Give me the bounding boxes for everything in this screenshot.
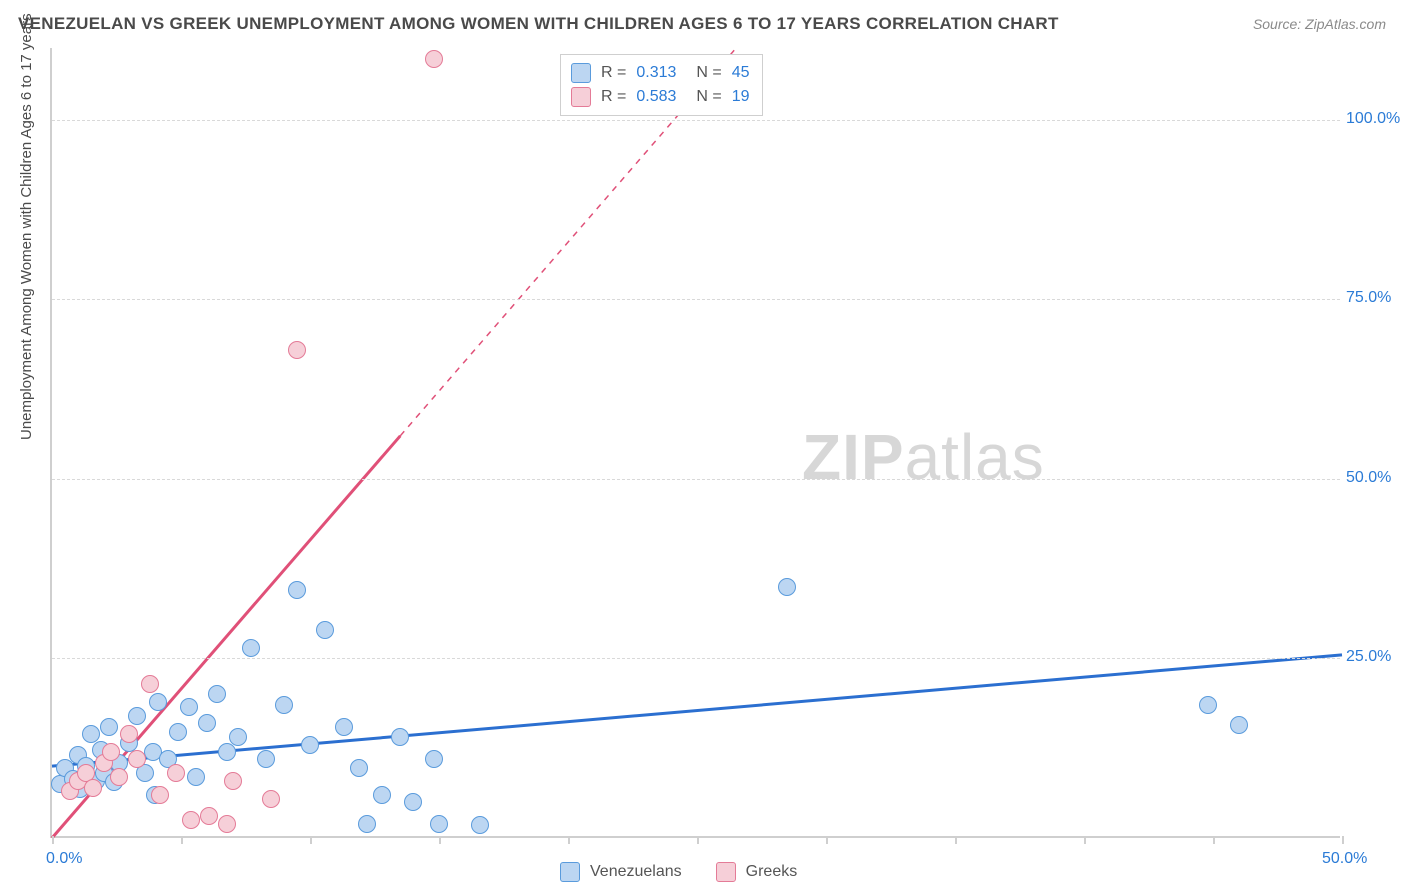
data-point [110, 768, 128, 786]
data-point [262, 790, 280, 808]
source-attribution: Source: ZipAtlas.com [1253, 16, 1386, 32]
data-point [200, 807, 218, 825]
data-point [128, 750, 146, 768]
x-tick [697, 836, 699, 844]
stats-row: R = 0.583 N = 19 [571, 85, 750, 109]
chart-root: VENEZUELAN VS GREEK UNEMPLOYMENT AMONG W… [0, 0, 1406, 892]
data-point [149, 693, 167, 711]
watermark: ZIPatlas [802, 420, 1045, 494]
series-swatch [560, 862, 580, 882]
watermark-rest: atlas [905, 421, 1045, 493]
legend-item: Venezuelans [560, 862, 682, 882]
legend-label: Venezuelans [590, 863, 682, 881]
x-tick [568, 836, 570, 844]
legend-item: Greeks [716, 862, 798, 882]
data-point [229, 728, 247, 746]
data-point [198, 714, 216, 732]
data-point [82, 725, 100, 743]
stats-row: R = 0.313 N = 45 [571, 61, 750, 85]
x-tick [310, 836, 312, 844]
data-point [778, 578, 796, 596]
stat-r-label: R = [601, 61, 626, 85]
x-tick [1213, 836, 1215, 844]
data-point [471, 816, 489, 834]
stat-n-label: N = [696, 85, 721, 109]
data-point [167, 764, 185, 782]
x-max-label: 50.0% [1322, 850, 1367, 868]
x-min-label: 0.0% [46, 850, 82, 868]
data-point [1199, 696, 1217, 714]
x-tick [955, 836, 957, 844]
y-tick-label: 25.0% [1346, 648, 1391, 666]
series-swatch [571, 87, 591, 107]
y-tick-label: 50.0% [1346, 469, 1391, 487]
data-point [425, 50, 443, 68]
data-point [335, 718, 353, 736]
data-point [301, 736, 319, 754]
data-point [84, 779, 102, 797]
grid-line [52, 120, 1340, 121]
data-point [120, 725, 138, 743]
data-point [100, 718, 118, 736]
watermark-bold: ZIP [802, 421, 905, 493]
data-point [257, 750, 275, 768]
grid-line [52, 479, 1340, 480]
stat-n-value: 45 [732, 61, 750, 85]
data-point [391, 728, 409, 746]
data-point [1230, 716, 1248, 734]
bottom-legend: Venezuelans Greeks [560, 862, 797, 882]
data-point [275, 696, 293, 714]
stat-n-value: 19 [732, 85, 750, 109]
trend-lines-layer [52, 48, 1342, 838]
data-point [358, 815, 376, 833]
x-tick [1084, 836, 1086, 844]
x-tick [439, 836, 441, 844]
y-tick-label: 100.0% [1346, 110, 1400, 128]
trend-line [52, 655, 1342, 766]
data-point [218, 815, 236, 833]
stat-n-label: N = [696, 61, 721, 85]
data-point [141, 675, 159, 693]
x-tick [52, 836, 54, 844]
stats-legend-box: R = 0.313 N = 45 R = 0.583 N = 19 [560, 54, 763, 116]
y-tick-label: 75.0% [1346, 289, 1391, 307]
data-point [128, 707, 146, 725]
x-tick [1342, 836, 1344, 844]
data-point [151, 786, 169, 804]
stat-r-value: 0.313 [636, 61, 676, 85]
x-tick [181, 836, 183, 844]
data-point [182, 811, 200, 829]
data-point [316, 621, 334, 639]
stat-r-label: R = [601, 85, 626, 109]
data-point [187, 768, 205, 786]
series-swatch [716, 862, 736, 882]
data-point [425, 750, 443, 768]
data-point [404, 793, 422, 811]
x-tick [826, 836, 828, 844]
data-point [242, 639, 260, 657]
data-point [288, 341, 306, 359]
data-point [208, 685, 226, 703]
data-point [288, 581, 306, 599]
data-point [350, 759, 368, 777]
data-point [102, 743, 120, 761]
stat-r-value: 0.583 [636, 85, 676, 109]
series-swatch [571, 63, 591, 83]
grid-line [52, 299, 1340, 300]
plot-area: ZIPatlas [50, 48, 1340, 838]
data-point [169, 723, 187, 741]
data-point [373, 786, 391, 804]
grid-line [52, 658, 1340, 659]
data-point [180, 698, 198, 716]
data-point [430, 815, 448, 833]
data-point [224, 772, 242, 790]
chart-title: VENEZUELAN VS GREEK UNEMPLOYMENT AMONG W… [18, 14, 1059, 34]
legend-label: Greeks [746, 863, 798, 881]
y-axis-label: Unemployment Among Women with Children A… [18, 13, 35, 440]
